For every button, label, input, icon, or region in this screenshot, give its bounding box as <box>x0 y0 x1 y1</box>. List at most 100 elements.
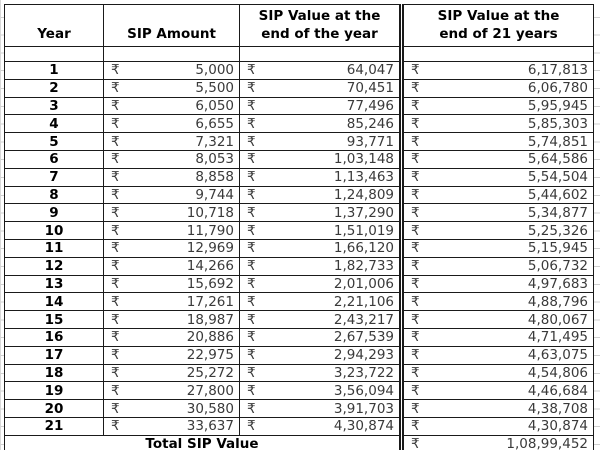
value-year-end-value: 1,66,120 <box>333 240 394 257</box>
rupee-symbol: ₹ <box>111 364 120 381</box>
value-21-years-value: 4,97,683 <box>527 275 588 292</box>
rupee-symbol: ₹ <box>111 258 120 275</box>
year-cell: 18 <box>4 363 104 383</box>
total-value-cell: ₹1,08,99,452 <box>399 434 594 450</box>
value-21-years-cell: ₹4,46,684 <box>399 381 594 401</box>
value-21-years-value: 5,44,602 <box>527 186 588 203</box>
rupee-symbol: ₹ <box>411 204 420 221</box>
col-header-year: Year <box>4 4 104 47</box>
sip-amount-cell: ₹11,790 <box>103 221 240 240</box>
value-21-years-value: 5,95,945 <box>527 97 588 114</box>
year-cell: 5 <box>4 132 104 151</box>
value-21-years-value: 5,34,877 <box>527 204 588 221</box>
value-year-end-cell: ₹4,30,874 <box>239 416 402 436</box>
sip-amount-cell: ₹22,975 <box>103 345 240 365</box>
value-year-end-value: 2,67,539 <box>333 329 394 346</box>
sip-amount-cell: ₹6,050 <box>103 96 240 116</box>
table-row: 8 ₹9,744 ₹1,24,809 ₹5,44,602 <box>4 185 594 205</box>
value-21-years-cell: ₹5,44,602 <box>399 185 594 205</box>
rupee-symbol: ₹ <box>411 275 420 292</box>
sip-amount-cell: ₹18,987 <box>103 310 240 329</box>
sip-amount-cell: ₹15,692 <box>103 274 240 294</box>
value-year-end-value: 1,51,019 <box>333 222 394 239</box>
sip-amount-value: 14,266 <box>186 258 234 275</box>
rupee-symbol: ₹ <box>247 311 256 328</box>
blank-cell <box>103 46 240 62</box>
rupee-symbol: ₹ <box>247 97 256 114</box>
value-21-years-cell: ₹5,64,586 <box>399 149 594 169</box>
sip-amount-value: 15,692 <box>186 275 234 292</box>
rupee-symbol: ₹ <box>111 293 120 310</box>
value-21-years-cell: ₹5,06,732 <box>399 256 594 276</box>
sip-amount-value: 9,744 <box>195 186 234 203</box>
value-21-years-value: 5,15,945 <box>527 240 588 257</box>
rupee-symbol: ₹ <box>247 186 256 203</box>
value-year-end-cell: ₹93,771 <box>239 132 402 151</box>
year-cell: 3 <box>4 96 104 116</box>
value-year-end-cell: ₹85,246 <box>239 114 402 134</box>
rupee-symbol: ₹ <box>247 293 256 310</box>
value-21-years-cell: ₹5,85,303 <box>399 114 594 134</box>
rupee-symbol: ₹ <box>411 293 420 310</box>
sip-amount-cell: ₹20,886 <box>103 327 240 347</box>
value-year-end-value: 1,13,463 <box>333 169 394 186</box>
table-row: 17 ₹22,975 ₹2,94,293 ₹4,63,075 <box>4 345 594 365</box>
value-year-end-cell: ₹70,451 <box>239 78 402 98</box>
value-21-years-cell: ₹5,34,877 <box>399 203 594 223</box>
sip-amount-cell: ₹8,053 <box>103 149 240 169</box>
sip-amount-value: 20,886 <box>186 329 234 346</box>
sip-amount-value: 18,987 <box>186 311 234 328</box>
rupee-symbol: ₹ <box>111 97 120 114</box>
rupee-symbol: ₹ <box>411 436 420 450</box>
table-row: 18 ₹25,272 ₹3,23,722 ₹4,54,806 <box>4 363 594 383</box>
rupee-symbol: ₹ <box>411 169 420 186</box>
value-21-years-value: 4,38,708 <box>527 400 588 417</box>
value-year-end-value: 1,03,148 <box>333 151 394 168</box>
table-row: 21 ₹33,637 ₹4,30,874 ₹4,30,874 <box>4 416 594 436</box>
table-body: 1 ₹5,000 ₹64,047 ₹6,17,813 2 ₹5,500 ₹70,451 ₹6,… <box>4 61 594 436</box>
value-year-end-value: 85,246 <box>346 115 394 132</box>
table-row: 16 ₹20,886 ₹2,67,539 ₹4,71,495 <box>4 327 594 347</box>
value-21-years-value: 5,85,303 <box>527 115 588 132</box>
excel-gridline-margin-right <box>594 0 600 450</box>
sip-amount-value: 33,637 <box>186 418 234 435</box>
value-21-years-value: 4,54,806 <box>527 364 588 381</box>
value-21-years-cell: ₹4,30,874 <box>399 416 594 436</box>
value-21-years-cell: ₹4,97,683 <box>399 274 594 294</box>
value-year-end-value: 64,047 <box>346 62 394 79</box>
table-row: 10 ₹11,790 ₹1,51,019 ₹5,25,326 <box>4 221 594 240</box>
rupee-symbol: ₹ <box>247 347 256 364</box>
col-header-value-year-end-line2: end of the year <box>261 25 378 42</box>
sip-amount-value: 30,580 <box>186 400 234 417</box>
total-row: Total SIP Value ₹1,08,99,452 <box>4 434 594 450</box>
value-year-end-value: 2,43,217 <box>333 311 394 328</box>
sip-amount-cell: ₹10,718 <box>103 203 240 223</box>
sip-amount-cell: ₹30,580 <box>103 399 240 418</box>
value-21-years-value: 4,88,796 <box>527 293 588 310</box>
value-21-years-value: 5,64,586 <box>527 151 588 168</box>
table-row: 6 ₹8,053 ₹1,03,148 ₹5,64,586 <box>4 149 594 169</box>
year-cell: 12 <box>4 256 104 276</box>
value-21-years-cell: ₹5,95,945 <box>399 96 594 116</box>
table-row: 3 ₹6,050 ₹77,496 ₹5,95,945 <box>4 96 594 116</box>
year-cell: 4 <box>4 114 104 134</box>
sip-amount-cell: ₹25,272 <box>103 363 240 383</box>
table-row: 14 ₹17,261 ₹2,21,106 ₹4,88,796 <box>4 292 594 312</box>
sip-amount-cell: ₹5,000 <box>103 61 240 80</box>
col-header-value-21-years-line1: SIP Value at the <box>437 8 560 25</box>
rupee-symbol: ₹ <box>111 347 120 364</box>
rupee-symbol: ₹ <box>111 133 120 150</box>
rupee-symbol: ₹ <box>247 275 256 292</box>
sip-amount-value: 12,969 <box>186 240 234 257</box>
table-row: 13 ₹15,692 ₹2,01,006 ₹4,97,683 <box>4 274 594 294</box>
rupee-symbol: ₹ <box>411 382 420 399</box>
sip-amount-value: 8,858 <box>195 169 234 186</box>
value-year-end-cell: ₹2,21,106 <box>239 292 402 312</box>
blank-row <box>4 46 594 62</box>
value-21-years-value: 4,46,684 <box>527 382 588 399</box>
col-header-value-year-end-line1: SIP Value at the <box>258 8 381 25</box>
year-cell: 19 <box>4 381 104 401</box>
rupee-symbol: ₹ <box>411 347 420 364</box>
value-21-years-cell: ₹6,17,813 <box>399 61 594 80</box>
